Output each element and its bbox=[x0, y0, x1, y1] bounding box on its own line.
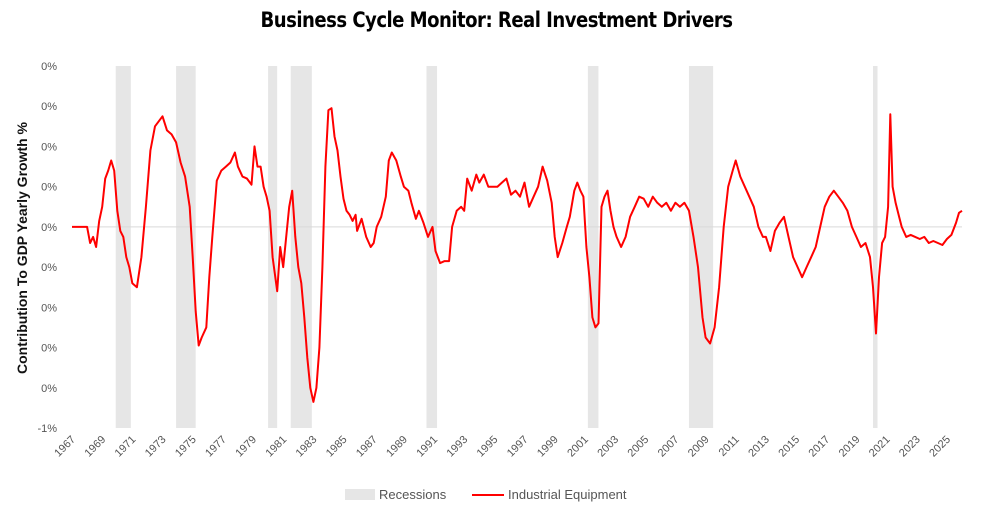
x-tick-label: 1991 bbox=[414, 434, 440, 460]
legend-industrial-equipment: Industrial Equipment bbox=[472, 487, 627, 502]
industrial-equipment-line bbox=[72, 107, 963, 403]
x-tick-label: 2015 bbox=[776, 434, 802, 460]
y-axis-ticks: 0% 0% 0% 0% 0% 0% 0% 0% 0% -1% bbox=[37, 61, 57, 435]
x-tick-label: 2025 bbox=[927, 434, 953, 460]
x-tick-label: 1969 bbox=[82, 434, 108, 460]
recession-band bbox=[115, 66, 131, 428]
x-tick-label: 2011 bbox=[717, 434, 742, 459]
y-axis-label: Contribution To GDP Yearly Growth % bbox=[14, 121, 30, 375]
y-tick-label: 0% bbox=[41, 262, 57, 274]
x-tick-label: 2023 bbox=[897, 434, 923, 460]
x-tick-label: 2001 bbox=[565, 434, 591, 460]
recession-bands bbox=[115, 66, 878, 428]
x-tick-label: 2005 bbox=[626, 434, 652, 460]
x-tick-label: 1983 bbox=[294, 434, 320, 460]
x-tick-label: 1977 bbox=[203, 434, 229, 460]
legend-recessions-label: Recessions bbox=[379, 487, 447, 502]
recession-band bbox=[176, 66, 196, 428]
y-tick-label: -1% bbox=[37, 423, 57, 435]
x-tick-label: 1997 bbox=[505, 434, 531, 460]
x-tick-label: 2021 bbox=[867, 434, 893, 460]
y-tick-label: 0% bbox=[41, 101, 57, 113]
y-tick-label: 0% bbox=[41, 222, 57, 234]
x-tick-label: 2013 bbox=[746, 434, 772, 460]
recession-band bbox=[426, 66, 438, 428]
x-axis-ticks: 1967 1969 1971 1973 1975 1977 1979 1981 1983 1985… bbox=[52, 434, 953, 460]
x-tick-label: 1993 bbox=[445, 434, 471, 460]
y-tick-label: 0% bbox=[41, 141, 57, 153]
x-tick-label: 1973 bbox=[143, 434, 169, 460]
x-tick-label: 2009 bbox=[686, 434, 712, 460]
y-tick-label: 0% bbox=[41, 383, 57, 395]
x-tick-label: 1975 bbox=[173, 434, 199, 460]
y-tick-label: 0% bbox=[41, 343, 57, 355]
x-tick-label: 2019 bbox=[837, 434, 863, 460]
legend-industrial-equipment-label: Industrial Equipment bbox=[508, 487, 627, 502]
recession-band bbox=[688, 66, 714, 428]
x-tick-label: 1989 bbox=[384, 434, 410, 460]
industrial-equipment-swatch bbox=[472, 493, 504, 496]
x-tick-label: 2003 bbox=[595, 434, 621, 460]
recession-swatch bbox=[345, 489, 375, 500]
y-tick-label: 0% bbox=[41, 302, 57, 314]
legend-recessions: Recessions bbox=[345, 487, 446, 502]
y-tick-label: 0% bbox=[41, 61, 57, 73]
x-tick-label: 1971 bbox=[113, 434, 139, 460]
x-tick-label: 1995 bbox=[475, 434, 501, 460]
x-tick-label: 1987 bbox=[354, 434, 380, 460]
recession-band bbox=[587, 66, 599, 428]
x-tick-label: 2017 bbox=[807, 434, 833, 460]
x-tick-label: 1967 bbox=[52, 434, 78, 460]
x-tick-label: 1985 bbox=[324, 434, 350, 460]
chart-title: Business Cycle Monitor: Real Investment … bbox=[260, 8, 733, 32]
recession-band bbox=[873, 66, 878, 428]
x-tick-label: 1979 bbox=[233, 434, 259, 460]
x-tick-label: 2007 bbox=[656, 434, 682, 460]
x-tick-label: 1999 bbox=[535, 434, 561, 460]
x-tick-label: 1981 bbox=[264, 434, 290, 460]
y-tick-label: 0% bbox=[41, 182, 57, 194]
